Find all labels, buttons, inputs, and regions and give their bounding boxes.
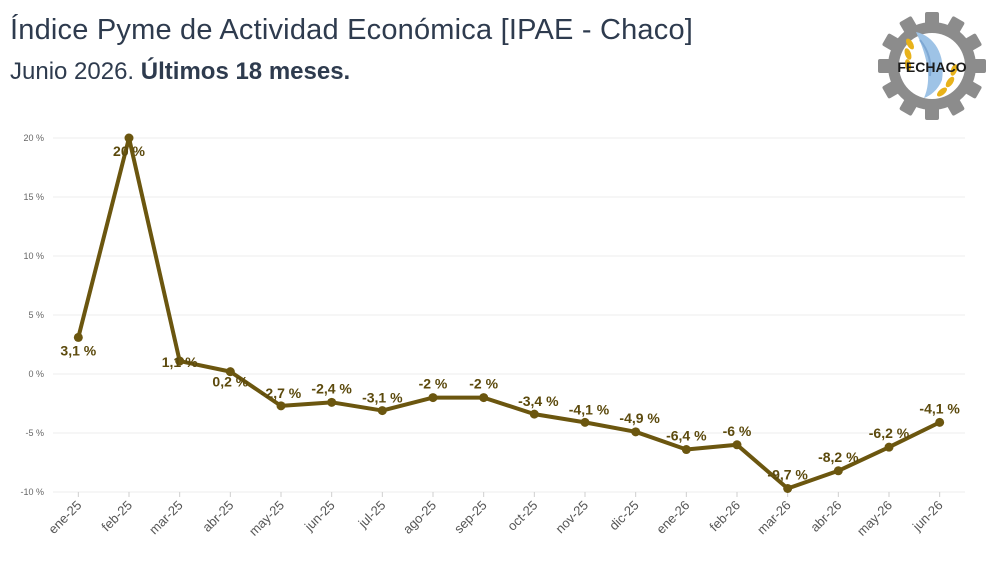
y-axis: 20 % 15 % 10 % 5 % 0 % -5 % -10 % [20,133,44,497]
data-label: -3,4 % [518,393,559,409]
data-point [935,417,945,427]
data-point [580,417,590,427]
data-label: -6,2 % [869,425,910,441]
data-label: -3,1 % [362,390,403,406]
data-label: -4,1 % [569,401,610,417]
data-point [327,397,337,407]
data-label: -6,4 % [666,428,707,444]
data-point [884,442,894,452]
data-label: -8,2 % [818,449,859,465]
data-point [124,133,134,143]
x-tick-label: jul-25 [355,498,389,532]
y-tick-label: 15 % [23,192,44,202]
subtitle-date: Junio 2026. [10,58,141,85]
wheat-icon [904,38,958,97]
data-point [73,332,83,342]
data-label: -2 % [419,376,448,392]
data-label: 0,2 % [212,374,248,390]
x-tick-label: dic-25 [606,498,642,534]
x-tick-label: mar-26 [754,498,794,538]
data-label: -9,7 % [767,466,808,482]
data-point [783,483,793,493]
data-label: -2,7 % [261,385,302,401]
data-point [225,367,235,377]
data-label: -6 % [723,423,752,439]
chart-grid [53,137,965,493]
y-tick-label: 0 % [28,369,44,379]
x-tick-label: jun-25 [301,498,338,535]
x-tick-label: ene-26 [653,498,692,537]
fechaco-logo: FECHACO [878,12,986,120]
x-tick-label: may-25 [246,498,287,539]
data-point [276,401,286,411]
data-point [681,445,691,455]
x-tick-label: jun-26 [909,498,946,535]
x-tick-label: ago-25 [400,498,439,537]
x-tick-label: abr-25 [199,498,236,535]
y-tick-label: -5 % [25,428,44,438]
chart-title: Índice Pyme de Actividad Económica [IPAE… [10,14,694,46]
y-tick-label: 10 % [23,251,44,261]
data-label: -2 % [469,376,498,392]
x-tick-label: nov-25 [552,498,591,537]
data-points [73,133,945,493]
subtitle-period: Últimos 18 meses. [140,58,351,85]
x-tick-label: ene-25 [45,498,84,537]
data-point [175,356,185,366]
y-tick-label: 20 % [23,133,44,143]
chart-subtitle: Junio 2026. Últimos 18 meses. [10,58,350,86]
series-line [76,136,942,491]
x-tick-label: mar-25 [146,498,186,538]
data-label: -4,9 % [619,410,660,426]
data-point [631,427,641,437]
data-point [428,393,438,403]
y-tick-label: 5 % [28,310,44,320]
x-tick-label: sep-25 [451,498,490,537]
data-point [377,406,387,416]
data-point [479,393,489,403]
data-label: -2,4 % [311,380,352,396]
data-point [833,466,843,476]
data-point [529,409,539,419]
data-label: -4,1 % [919,400,960,416]
data-label: 1,1 % [162,354,198,370]
x-tick-label: may-26 [854,498,895,539]
x-axis: ene-25 feb-25 mar-25 abr-25 may-25 jun-25 jul-… [45,492,946,539]
data-label: 20 % [113,143,145,159]
logo-text: FECHACO [897,59,966,75]
data-labels: 3,1 % 20 % 1,1 % 0,2 % -2,7 % -2,4 % -3,1 % -2 … [60,143,960,482]
data-label: 3,1 % [60,342,96,358]
x-tick-label: feb-26 [706,498,743,535]
x-tick-label: abr-26 [807,498,844,535]
x-tick-label: feb-25 [98,498,135,535]
y-tick-label: -10 % [20,487,44,497]
x-tick-label: oct-25 [504,498,540,534]
data-point [732,440,742,450]
